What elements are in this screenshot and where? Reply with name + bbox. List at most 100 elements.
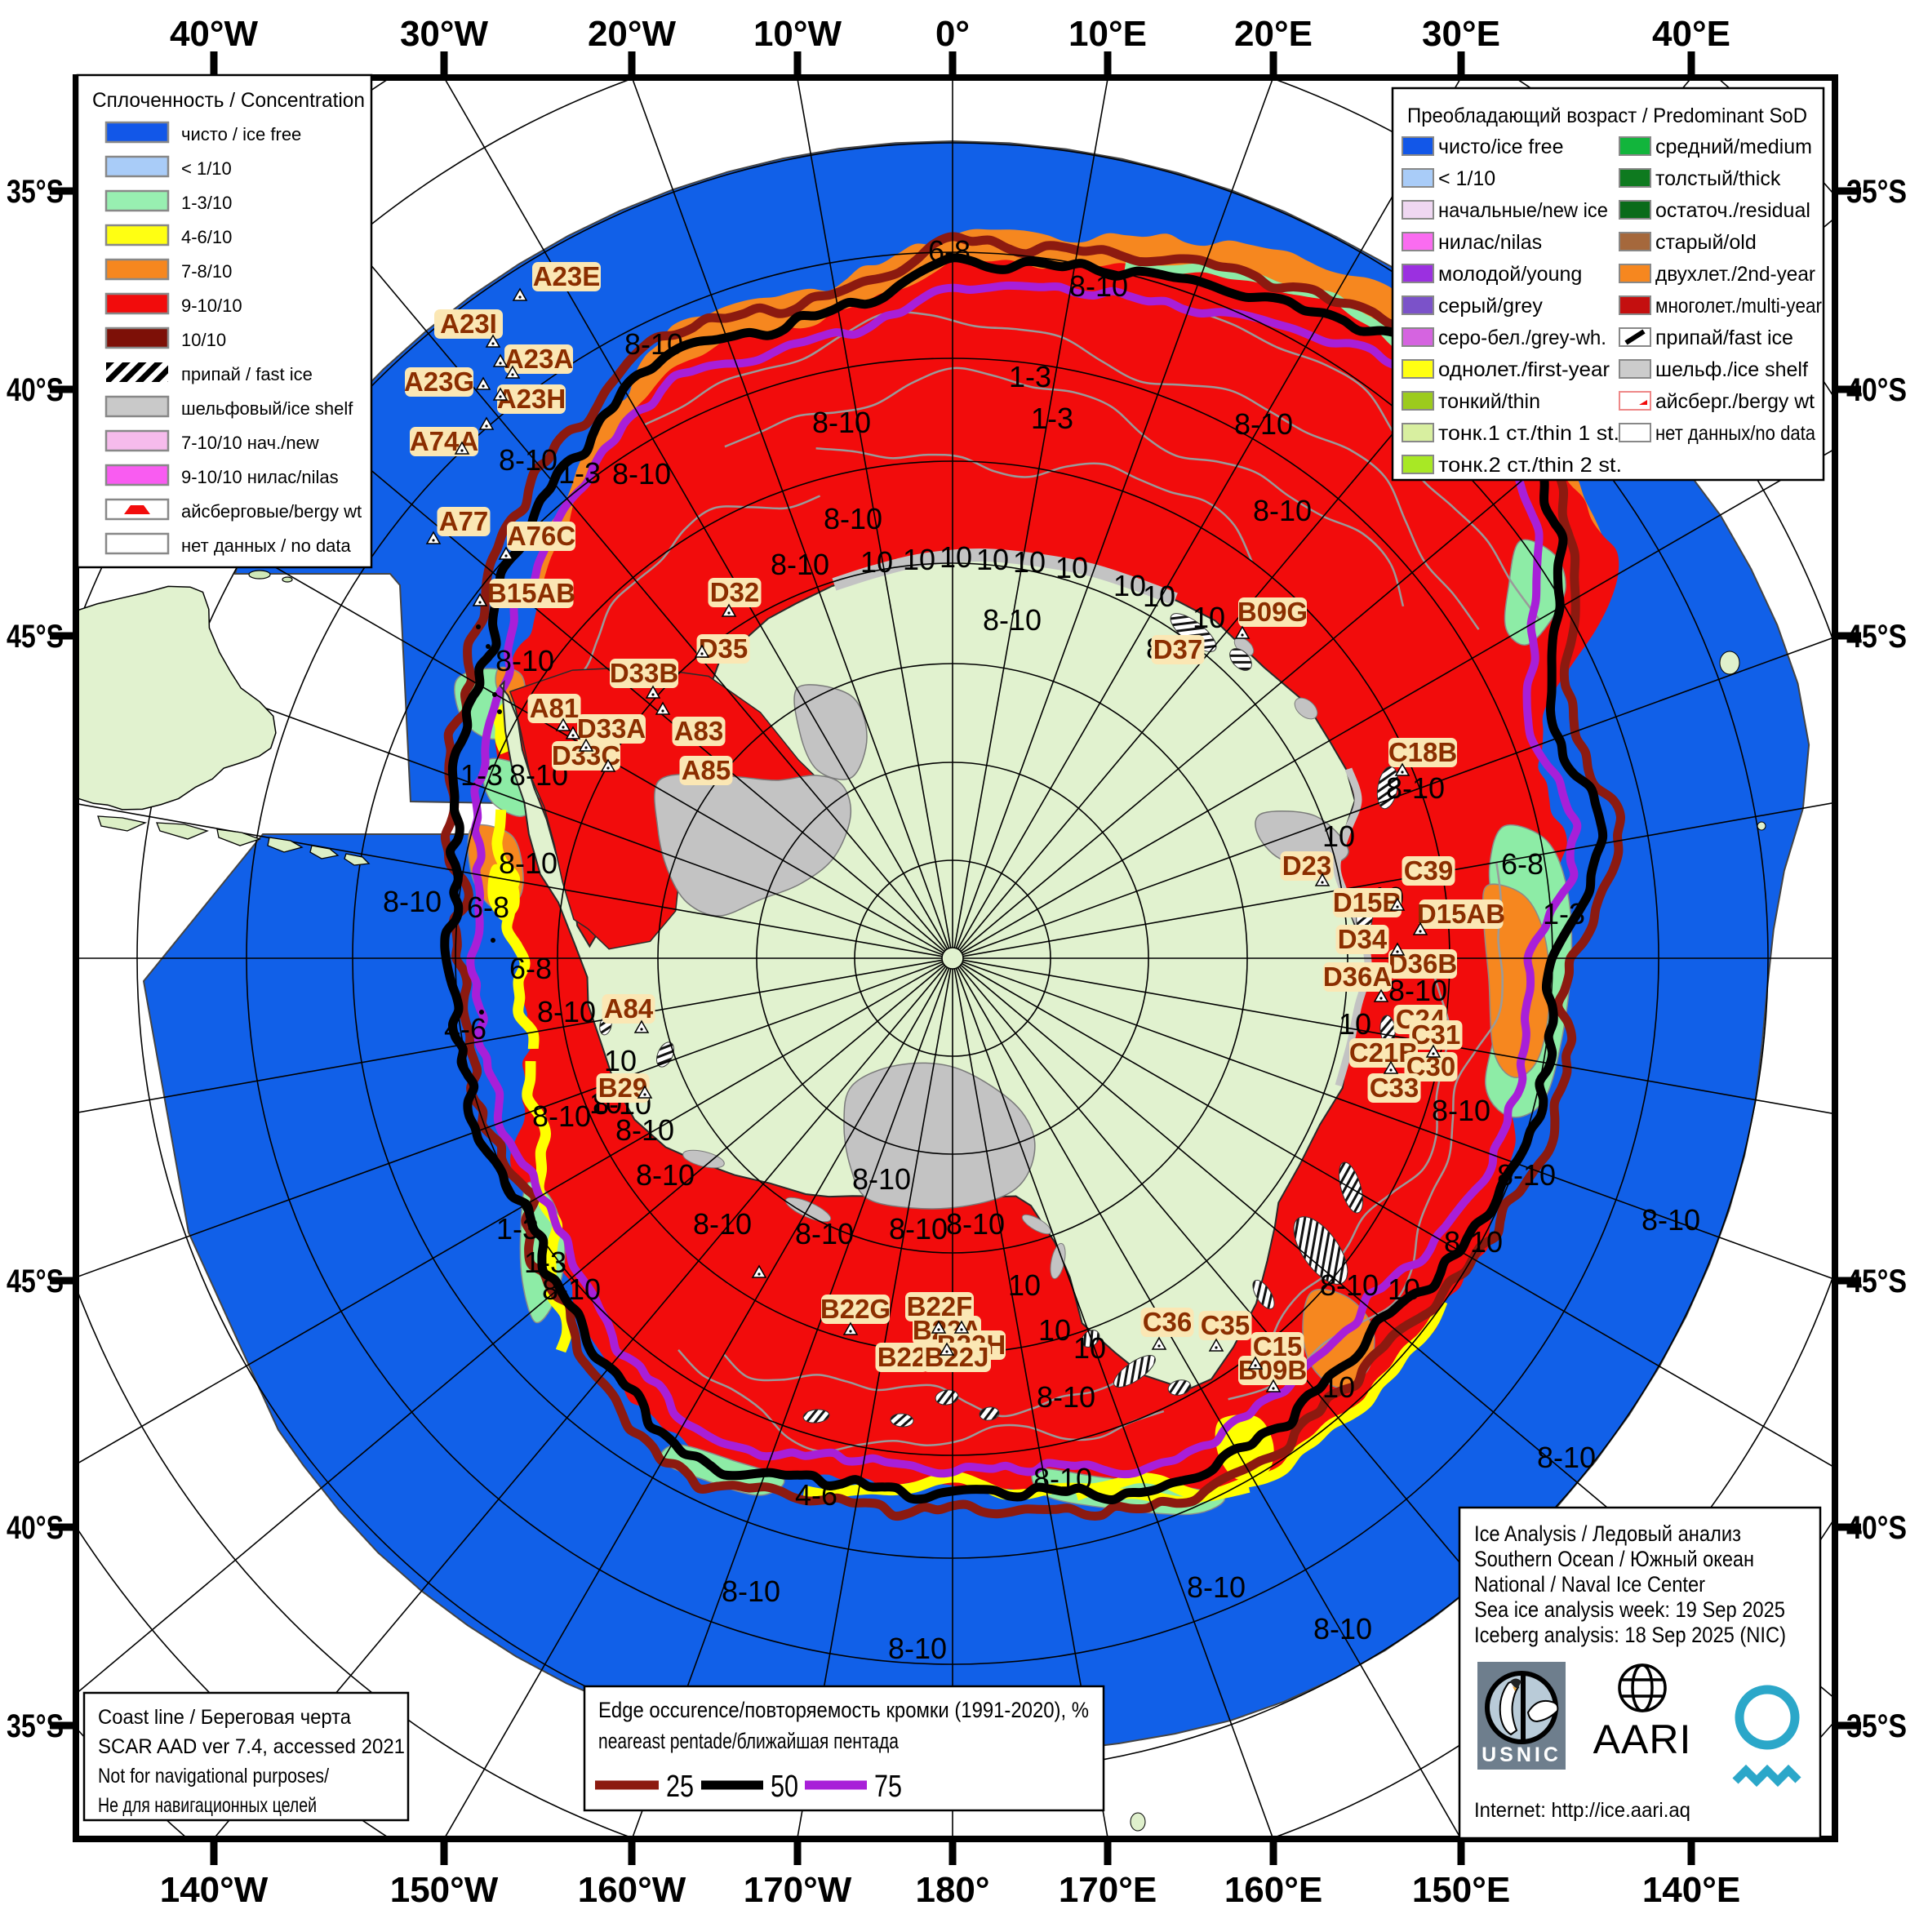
svg-text:Iceberg analysis: 18 Sep 2025: Iceberg analysis: 18 Sep 2025 (NIC): [1474, 1623, 1786, 1647]
svg-text:10: 10: [1388, 1272, 1420, 1306]
svg-text:8-10: 8-10: [983, 603, 1042, 637]
svg-text:B22J: B22J: [925, 1342, 989, 1372]
svg-text:1-3: 1-3: [496, 1212, 539, 1246]
svg-text:10°W: 10°W: [753, 14, 842, 54]
svg-text:7-10/10 нач./new: 7-10/10 нач./new: [181, 433, 319, 453]
svg-text:40°S: 40°S: [1846, 372, 1907, 408]
svg-text:8-10: 8-10: [1386, 771, 1445, 805]
svg-text:10/10: 10/10: [181, 330, 226, 350]
svg-text:A83: A83: [674, 716, 724, 746]
svg-text:8-10: 8-10: [499, 846, 558, 880]
svg-text:140°E: 140°E: [1642, 1870, 1740, 1910]
svg-text:Сплоченность / Concentration: Сплоченность / Concentration: [92, 89, 365, 112]
svg-text:8-10: 8-10: [946, 1207, 1005, 1241]
svg-text:170°W: 170°W: [744, 1870, 852, 1910]
svg-text:Edge occurence/повторяемость к: Edge occurence/повторяемость кромки (199…: [598, 1698, 1089, 1722]
svg-text:B22: B22: [877, 1342, 927, 1372]
svg-text:старый/old: старый/old: [1655, 231, 1757, 254]
svg-text:8-10: 8-10: [795, 1217, 854, 1250]
svg-text:< 1/10: < 1/10: [1438, 167, 1495, 190]
svg-text:D32: D32: [710, 577, 760, 607]
svg-text:10: 10: [1008, 1268, 1041, 1302]
svg-text:10: 10: [1013, 545, 1046, 579]
svg-text:чисто/ice free: чисто/ice free: [1438, 135, 1564, 158]
svg-text:8-10: 8-10: [1641, 1203, 1700, 1237]
svg-text:чисто / ice free: чисто / ice free: [181, 124, 301, 144]
svg-text:начальные/new ice: начальные/new ice: [1438, 199, 1608, 222]
svg-text:20°E: 20°E: [1234, 14, 1313, 54]
svg-text:6-8: 6-8: [1501, 847, 1544, 881]
svg-text:< 1/10: < 1/10: [181, 158, 232, 179]
svg-text:1-3/10: 1-3/10: [181, 193, 232, 213]
svg-text:150°W: 150°W: [390, 1870, 499, 1910]
svg-text:айсберговые/bergy wt: айсберговые/bergy wt: [181, 501, 362, 522]
svg-text:Southern Ocean / Южный океан: Southern Ocean / Южный океан: [1474, 1547, 1754, 1571]
svg-text:8-10: 8-10: [888, 1632, 947, 1665]
svg-text:1-3: 1-3: [1543, 897, 1585, 930]
svg-text:D35: D35: [699, 633, 749, 664]
svg-text:8-10: 8-10: [1320, 1268, 1379, 1302]
svg-text:40°S: 40°S: [7, 372, 64, 408]
svg-text:D15AB: D15AB: [1417, 899, 1505, 929]
svg-text:8-10: 8-10: [771, 548, 829, 581]
svg-text:8-10: 8-10: [1388, 974, 1447, 1007]
svg-text:8-10: 8-10: [537, 995, 596, 1028]
svg-text:припай/fast ice: припай/fast ice: [1655, 326, 1793, 349]
svg-text:9-10/10 нилас/nilas: 9-10/10 нилас/nilas: [181, 467, 339, 487]
svg-text:двухлет./2nd-year: двухлет./2nd-year: [1655, 263, 1815, 286]
svg-text:45°S: 45°S: [1846, 619, 1907, 655]
svg-text:D37: D37: [1153, 634, 1203, 664]
svg-text:многолет./multi-year: многолет./multi-year: [1655, 295, 1822, 318]
svg-text:C39: C39: [1404, 855, 1454, 886]
svg-text:6-8: 6-8: [467, 890, 509, 924]
svg-text:10: 10: [860, 545, 893, 579]
svg-text:10: 10: [1055, 551, 1088, 584]
svg-text:170°E: 170°E: [1059, 1870, 1157, 1910]
svg-text:150°E: 150°E: [1412, 1870, 1510, 1910]
svg-text:серо-бел./grey-wh.: серо-бел./grey-wh.: [1438, 326, 1606, 349]
svg-text:75: 75: [874, 1770, 902, 1804]
svg-text:8-10: 8-10: [693, 1207, 752, 1241]
svg-text:1-3: 1-3: [558, 456, 601, 490]
svg-text:10: 10: [1073, 1331, 1106, 1365]
svg-text:B15AB: B15AB: [487, 578, 575, 608]
svg-text:10: 10: [1143, 580, 1175, 613]
svg-text:1-3: 1-3: [1009, 360, 1051, 393]
svg-text:USNIC: USNIC: [1482, 1743, 1562, 1766]
svg-text:8-10: 8-10: [1313, 1612, 1372, 1646]
svg-text:10°E: 10°E: [1068, 14, 1147, 54]
svg-text:45°S: 45°S: [7, 1264, 64, 1299]
svg-text:10: 10: [903, 543, 935, 576]
svg-text:Преобладающий возраст / Predom: Преобладающий возраст / Predominant SoD: [1407, 104, 1807, 127]
svg-text:8-10: 8-10: [636, 1158, 695, 1192]
svg-text:A77: A77: [439, 506, 489, 536]
svg-text:8-10: 8-10: [612, 457, 671, 491]
svg-text:8-10: 8-10: [1033, 1462, 1092, 1495]
svg-text:6-8: 6-8: [928, 234, 971, 268]
svg-text:8-10: 8-10: [532, 1099, 591, 1133]
svg-text:10: 10: [1113, 569, 1146, 602]
svg-text:8-10: 8-10: [1187, 1570, 1246, 1604]
svg-text:35°S: 35°S: [1846, 174, 1907, 210]
svg-text:1-3: 1-3: [460, 758, 503, 792]
svg-text:8-10: 8-10: [852, 1162, 911, 1196]
svg-text:айсберг./bergy wt: айсберг./bergy wt: [1655, 390, 1815, 413]
svg-text:20°W: 20°W: [588, 14, 677, 54]
svg-text:35°S: 35°S: [1846, 1708, 1907, 1744]
svg-text:нет данных / no data: нет данных / no data: [181, 535, 352, 556]
svg-text:шельфовый/ice shelf: шельфовый/ice shelf: [181, 398, 353, 419]
svg-text:1-3: 1-3: [524, 1246, 566, 1279]
svg-text:8-10: 8-10: [1234, 407, 1293, 441]
svg-text:Не для навигационных целей: Не для навигационных целей: [98, 1794, 317, 1817]
svg-text:45°S: 45°S: [1846, 1264, 1907, 1299]
svg-text:10: 10: [1322, 1370, 1355, 1404]
svg-text:D34: D34: [1338, 924, 1388, 954]
svg-text:30°E: 30°E: [1422, 14, 1500, 54]
svg-text:A84: A84: [604, 993, 654, 1024]
svg-text:D15B: D15B: [1333, 887, 1402, 917]
svg-text:40°E: 40°E: [1652, 14, 1730, 54]
svg-text:8-10: 8-10: [624, 327, 683, 361]
svg-text:140°W: 140°W: [160, 1870, 269, 1910]
svg-text:8-10: 8-10: [1069, 269, 1128, 303]
svg-text:8-10: 8-10: [1537, 1441, 1596, 1474]
